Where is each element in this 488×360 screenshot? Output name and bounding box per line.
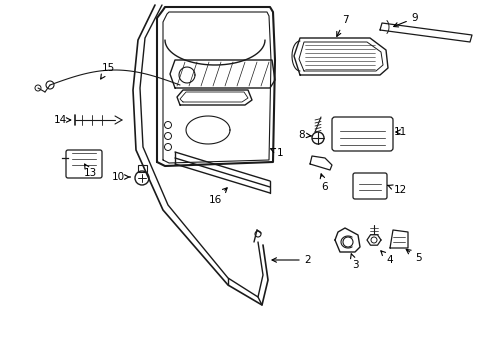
Text: 16: 16	[208, 188, 227, 205]
Text: 12: 12	[387, 185, 406, 195]
Text: 9: 9	[393, 13, 417, 27]
Text: 3: 3	[350, 254, 358, 270]
Text: 14: 14	[53, 115, 71, 125]
Text: 15: 15	[101, 63, 114, 79]
Text: 5: 5	[406, 249, 421, 263]
Text: 10: 10	[111, 172, 130, 182]
Text: 7: 7	[336, 15, 347, 36]
Bar	[138, 165, 147, 172]
Text: 6: 6	[320, 174, 327, 192]
Text: 8: 8	[298, 130, 310, 140]
Text: 1: 1	[270, 148, 283, 158]
Text: 4: 4	[380, 251, 392, 265]
Text: 2: 2	[271, 255, 311, 265]
Text: 13: 13	[83, 164, 97, 178]
Text: 11: 11	[392, 127, 406, 137]
